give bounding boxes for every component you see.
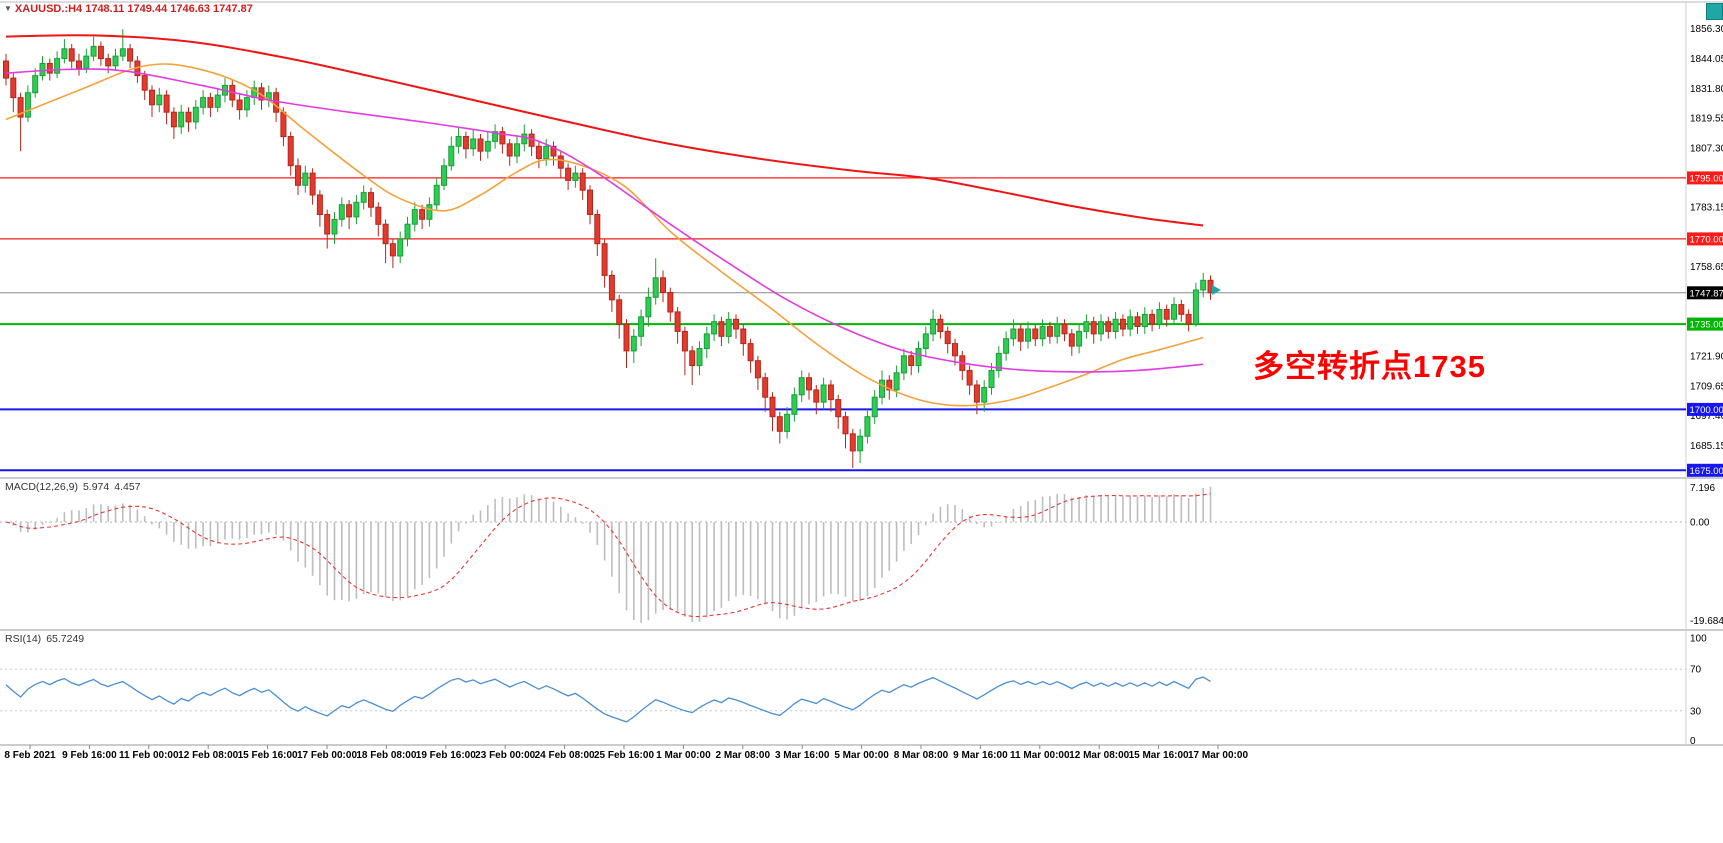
svg-text:5 Mar 00:00: 5 Mar 00:00 [834, 750, 889, 761]
svg-text:1721.90: 1721.90 [1690, 352, 1723, 363]
svg-text:7.196: 7.196 [1690, 483, 1715, 494]
svg-text:1700.00: 1700.00 [1690, 405, 1723, 416]
rsi-level-lines [0, 668, 1686, 712]
svg-text:1735.00: 1735.00 [1690, 320, 1723, 331]
svg-text:-19.684: -19.684 [1690, 616, 1723, 627]
svg-text:3 Mar 16:00: 3 Mar 16:00 [775, 750, 830, 761]
svg-text:18 Feb 08:00: 18 Feb 08:00 [356, 750, 416, 761]
svg-text:1 Mar 00:00: 1 Mar 00:00 [656, 750, 711, 761]
svg-text:8 Feb 2021: 8 Feb 2021 [4, 750, 56, 761]
svg-text:12 Mar 08:00: 12 Mar 08:00 [1069, 750, 1129, 761]
rsi-line [5, 676, 1211, 723]
svg-text:12 Feb 08:00: 12 Feb 08:00 [178, 750, 238, 761]
chart-header: ▼ XAUUSD.:H4 1748.11 1749.44 1746.63 1747… [4, 3, 253, 15]
svg-text:19 Feb 16:00: 19 Feb 16:00 [416, 750, 476, 761]
svg-text:1675.00: 1675.00 [1690, 466, 1723, 477]
svg-text:1770.00: 1770.00 [1690, 234, 1723, 245]
annotation-text[interactable]: 多空转折点1735 [1253, 349, 1486, 384]
svg-text:0.00: 0.00 [1690, 518, 1710, 529]
rsi-label: RSI(14) [5, 633, 42, 645]
svg-text:15 Feb 16:00: 15 Feb 16:00 [238, 750, 298, 761]
svg-text:1819.55: 1819.55 [1690, 114, 1723, 125]
candlesticks [3, 29, 1214, 468]
macd-label: MACD(12,26,9) [5, 481, 78, 493]
svg-text:9 Mar 16:00: 9 Mar 16:00 [953, 750, 1008, 761]
macd-histogram [12, 486, 1212, 623]
time-axis[interactable]: 8 Feb 2021 9 Feb 16:00 11 Feb 00:00 12 Feb … [4, 745, 1248, 761]
svg-text:100: 100 [1690, 634, 1707, 645]
support-resistance-lines[interactable] [0, 177, 1686, 472]
macd-axis[interactable]: 7.196 0.00 -19.684 [1690, 483, 1723, 627]
price-pointer-marker [1212, 285, 1221, 295]
svg-text:1831.80: 1831.80 [1690, 84, 1723, 95]
svg-text:1783.15: 1783.15 [1690, 202, 1723, 213]
svg-text:1807.30: 1807.30 [1690, 144, 1723, 155]
svg-text:1844.05: 1844.05 [1690, 54, 1723, 65]
svg-text:1795.00: 1795.00 [1690, 173, 1723, 184]
svg-text:1758.65: 1758.65 [1690, 262, 1723, 273]
svg-text:25 Feb 16:00: 25 Feb 16:00 [594, 750, 654, 761]
rsi-axis[interactable]: 100 70 30 0 [1690, 634, 1707, 748]
svg-text:1856.30: 1856.30 [1690, 24, 1723, 35]
svg-text:23 Feb 00:00: 23 Feb 00:00 [475, 750, 535, 761]
price-axis[interactable]: 1856.30 1844.05 1831.80 1819.55 1807.30 1783.… [1687, 24, 1723, 479]
svg-text:70: 70 [1690, 665, 1702, 676]
svg-text:1697.40: 1697.40 [1690, 411, 1723, 422]
scroll-end-button[interactable] [1706, 3, 1723, 20]
svg-text:0: 0 [1690, 736, 1696, 747]
svg-text:8 Mar 08:00: 8 Mar 08:00 [894, 750, 949, 761]
symbol-ohlc-readout: XAUUSD.:H4 1748.11 1749.44 1746.63 1747.… [14, 3, 253, 15]
svg-text:11 Feb 00:00: 11 Feb 00:00 [119, 750, 179, 761]
svg-text:11 Mar 00:00: 11 Mar 00:00 [1010, 750, 1070, 761]
svg-text:15 Mar 16:00: 15 Mar 16:00 [1129, 750, 1189, 761]
svg-text:1685.15: 1685.15 [1690, 441, 1723, 452]
panel-frames [0, 1, 1723, 746]
rsi-value: 65.7249 [46, 633, 85, 645]
macd-header: MACD(12,26,9) 5.974 4.457 [5, 481, 146, 493]
rsi-header: RSI(14) 65.7249 [5, 633, 89, 645]
collapse-triangle-icon[interactable]: ▼ [4, 4, 12, 13]
macd-main-value: 5.974 [82, 481, 110, 493]
svg-text:1747.87: 1747.87 [1690, 288, 1723, 299]
macd-signal-value: 4.457 [114, 481, 141, 493]
svg-text:17 Feb 00:00: 17 Feb 00:00 [297, 750, 357, 761]
svg-text:17 Mar 00:00: 17 Mar 00:00 [1188, 750, 1248, 761]
macd-signal-line [5, 493, 1211, 618]
svg-text:2 Mar 08:00: 2 Mar 08:00 [716, 750, 771, 761]
svg-text:30: 30 [1690, 706, 1702, 717]
svg-text:1709.65: 1709.65 [1690, 381, 1723, 392]
svg-text:24 Feb 08:00: 24 Feb 08:00 [535, 750, 595, 761]
svg-text:9 Feb 16:00: 9 Feb 16:00 [62, 750, 117, 761]
moving-average-lines [5, 34, 1204, 407]
